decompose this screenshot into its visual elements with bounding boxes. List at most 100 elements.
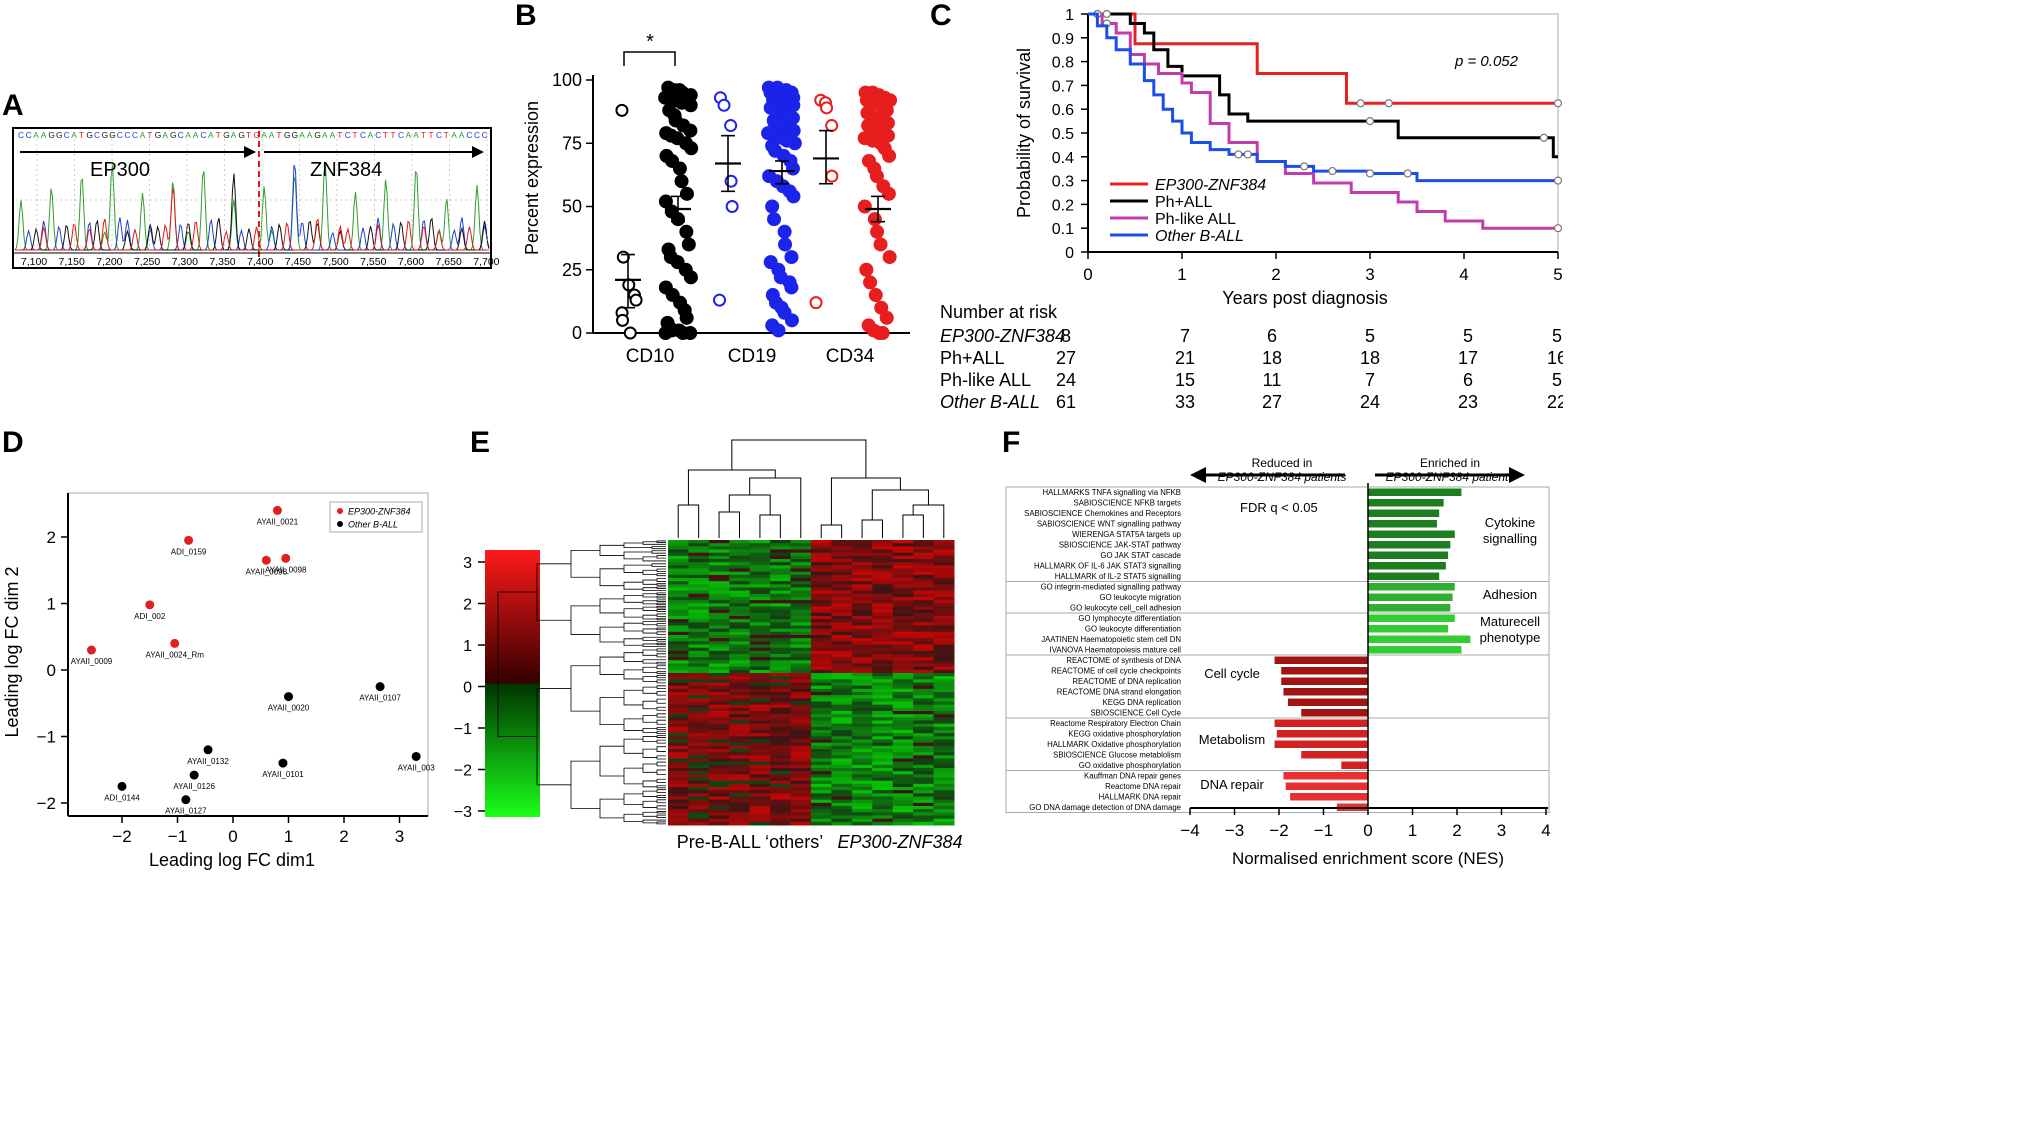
heatmap-cell — [729, 796, 751, 801]
heatmap-cell — [770, 768, 792, 772]
heatmap-cell — [770, 692, 792, 696]
heatmap-cell — [708, 571, 730, 576]
heatmap-cell — [872, 559, 894, 563]
heatmap-cell — [790, 768, 812, 772]
heatmap-cell — [811, 650, 832, 655]
heatmap-cell — [811, 742, 832, 747]
dendrogram-link — [642, 819, 666, 824]
heatmap-cell — [749, 635, 771, 639]
heatmap-cell — [688, 736, 710, 740]
heatmap-cell — [688, 802, 710, 807]
b-data-point — [683, 98, 698, 113]
heatmap-cell — [708, 758, 730, 763]
heatmap-cell — [892, 695, 914, 699]
heatmap-cell — [729, 758, 751, 763]
dendrogram-link — [599, 544, 624, 556]
heatmap-cell — [913, 666, 935, 671]
heatmap-cell — [872, 796, 894, 801]
heatmap-cell — [688, 755, 710, 759]
heatmap-cell — [668, 644, 689, 649]
heatmap-cell — [688, 657, 710, 661]
risk-cell: 15 — [1175, 370, 1195, 390]
heatmap-cell — [913, 720, 935, 725]
heatmap-cell — [851, 593, 873, 598]
heatmap-cell — [811, 812, 832, 816]
heatmap-cell — [729, 546, 751, 550]
heatmap-cell — [770, 682, 792, 687]
heatmap-cell — [790, 565, 812, 569]
f-pathway-label: SABIOSCIENCE Chemokines and Receptors — [1024, 509, 1181, 518]
heatmap-cell — [851, 644, 873, 649]
heatmap-cell — [729, 635, 751, 639]
heatmap-cell — [872, 606, 894, 611]
heatmap-cell — [749, 812, 771, 816]
heatmap-cell — [892, 543, 914, 547]
dendrogram-link — [642, 649, 657, 656]
heatmap-cell — [668, 745, 689, 750]
d-x-tick-label: 0 — [228, 827, 237, 846]
heatmap-cell — [811, 587, 832, 592]
position-label: 7,200 — [96, 256, 122, 268]
f-pathway-label: SBIOSCIENCE Glucose metablolism — [1053, 751, 1181, 760]
heatmap-cell — [933, 540, 955, 544]
heatmap-cell — [729, 571, 751, 576]
f-bar — [1301, 751, 1368, 759]
heatmap-cell — [851, 764, 873, 769]
heatmap-cell — [831, 669, 853, 674]
f-group-label: phenotype — [1480, 630, 1541, 645]
heatmap-cell — [872, 787, 894, 791]
risk-cell: 23 — [1458, 392, 1478, 412]
heatmap-cell — [668, 619, 689, 623]
heatmap-cell — [770, 584, 792, 588]
dendrogram-link — [656, 617, 666, 621]
heatmap-cell — [668, 682, 689, 687]
heatmap-cell — [933, 704, 955, 709]
heatmap-cell — [811, 669, 832, 674]
heatmap-cell — [851, 802, 873, 807]
heatmap-cell — [708, 704, 730, 709]
heatmap-cell — [933, 821, 955, 826]
heatmap-cell — [811, 600, 832, 604]
f-pathway-label: SBIOSCIENCE Cell Cycle — [1090, 709, 1181, 718]
dendrogram-link — [656, 555, 666, 559]
b-data-point — [681, 237, 696, 252]
heatmap-cell — [872, 565, 894, 569]
heatmap-cell — [811, 549, 832, 554]
heatmap-cell — [729, 654, 751, 658]
heatmap-cell — [913, 774, 935, 778]
f-pathway-label: GO leukocyte cell_cell adhesion — [1070, 604, 1181, 613]
heatmap-cell — [933, 774, 955, 778]
heatmap-cell — [933, 590, 955, 595]
e-label-others: Pre-B-ALL ‘others’ — [677, 832, 823, 852]
heatmap-cell — [933, 739, 955, 744]
b-data-point — [672, 161, 687, 176]
heatmap-cell — [708, 768, 730, 772]
censor-mark — [1365, 169, 1375, 178]
heatmap-cell — [790, 755, 812, 759]
heatmap-cell — [811, 764, 832, 769]
heatmap-cell — [708, 555, 730, 560]
heatmap-cell — [770, 568, 792, 573]
heatmap-cell — [708, 815, 730, 820]
heatmap-cell — [668, 698, 689, 702]
heatmap-cell — [708, 625, 730, 630]
heatmap-cell — [811, 685, 832, 690]
risk-cell: 5 — [1552, 370, 1562, 390]
d-point-label: ADI_002 — [134, 612, 166, 621]
heatmap-cell — [892, 739, 914, 744]
f-pathway-label: Reactome DNA repair — [1105, 782, 1181, 791]
heatmap-cell — [790, 616, 812, 620]
heatmap-cell — [892, 559, 914, 563]
heatmap-cell — [790, 692, 812, 696]
heatmap-cell — [913, 660, 935, 664]
b-data-point — [777, 224, 792, 239]
heatmap-cell — [913, 707, 935, 712]
f-bar — [1368, 583, 1455, 591]
heatmap-cell — [811, 695, 832, 699]
heatmap-cell — [811, 574, 832, 579]
heatmap-cell — [831, 723, 853, 728]
heatmap-cell — [831, 787, 853, 791]
heatmap-cell — [811, 802, 832, 807]
risk-cell: 18 — [1360, 348, 1380, 368]
